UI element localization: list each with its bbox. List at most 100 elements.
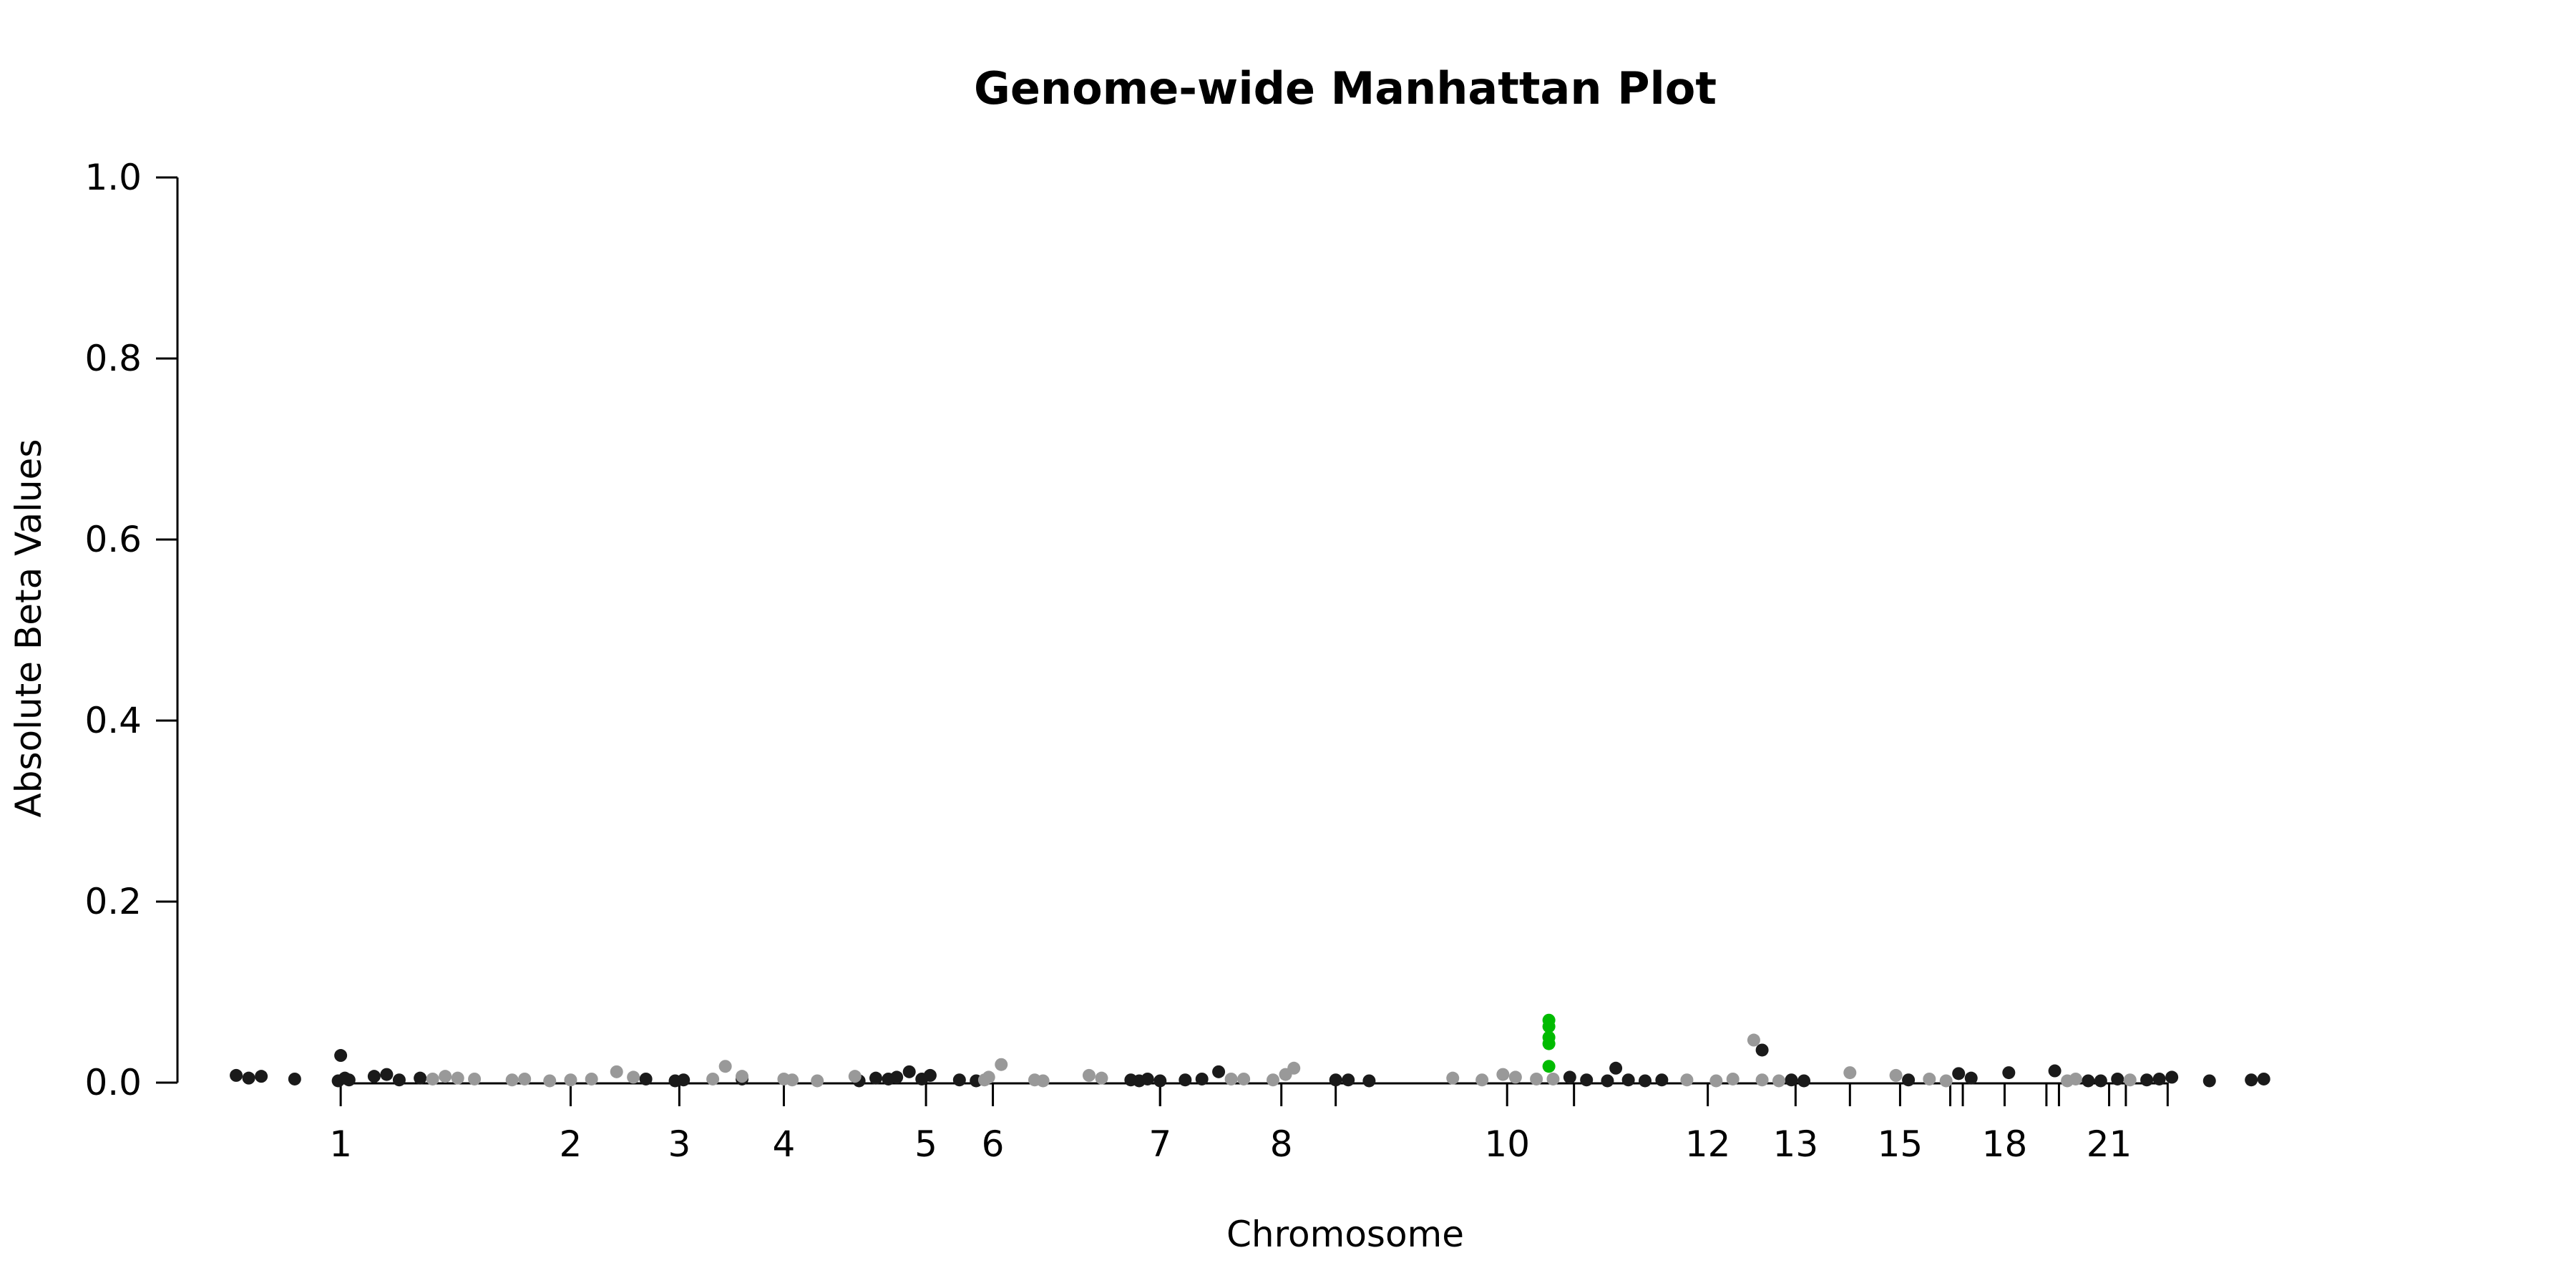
- snp-point: [1772, 1074, 1785, 1088]
- snp-point: [2069, 1072, 2082, 1085]
- y-tick-label: 1.0: [84, 157, 142, 198]
- snp-point: [518, 1072, 532, 1085]
- x-tick-label: 1: [329, 1123, 352, 1165]
- snp-point: [1036, 1074, 1050, 1088]
- snp-point: [468, 1072, 482, 1085]
- y-axis: 0.0 0.2 0.4 0.6 0.8 1.0: [84, 157, 179, 1103]
- snp-point: [1747, 1033, 1760, 1047]
- snp-point: [1843, 1066, 1857, 1080]
- x-tick-label: 3: [668, 1123, 691, 1165]
- snp-point: [242, 1071, 255, 1085]
- snp-point: [2140, 1073, 2154, 1087]
- snp-point: [255, 1070, 268, 1083]
- x-tick-label: 2: [560, 1123, 582, 1165]
- snp-point: [543, 1074, 557, 1088]
- x-tick-label: 18: [1982, 1123, 2028, 1165]
- snp-point: [1939, 1074, 1953, 1088]
- highlighted-snp-point: [1542, 1020, 1556, 1033]
- y-tick-label: 0.2: [84, 881, 142, 922]
- snp-point: [1224, 1072, 1238, 1085]
- snp-point: [952, 1073, 966, 1087]
- snp-point: [1446, 1071, 1460, 1085]
- snp-point: [1709, 1074, 1723, 1088]
- x-tick-label: 7: [1148, 1123, 1171, 1165]
- snp-point: [1212, 1065, 1226, 1078]
- snp-point: [786, 1073, 799, 1087]
- x-tick-label: 6: [982, 1123, 1005, 1165]
- snp-point: [1475, 1073, 1489, 1087]
- y-tick-label: 0.0: [84, 1062, 142, 1103]
- snp-point: [2123, 1073, 2137, 1087]
- snp-point: [1195, 1072, 1209, 1085]
- snp-point: [2245, 1073, 2258, 1087]
- snp-point: [977, 1073, 991, 1087]
- snp-point: [1362, 1074, 1376, 1088]
- snp-point: [1530, 1072, 1543, 1085]
- snp-point: [718, 1060, 732, 1073]
- snp-point: [380, 1068, 394, 1081]
- snp-point: [2002, 1066, 2016, 1080]
- snp-point: [414, 1071, 427, 1085]
- snp-point: [1082, 1068, 1096, 1082]
- snp-point: [2152, 1072, 2166, 1085]
- x-tick-label: 4: [773, 1123, 796, 1165]
- snp-point: [1609, 1061, 1623, 1075]
- snp-point: [1141, 1072, 1154, 1085]
- snp-point: [1496, 1068, 1510, 1081]
- snp-point: [1755, 1043, 1769, 1057]
- y-tick-label: 0.8: [84, 338, 142, 379]
- snp-point: [627, 1070, 640, 1084]
- snp-point: [890, 1070, 904, 1084]
- snp-point: [1546, 1072, 1560, 1085]
- snp-point: [505, 1073, 519, 1087]
- snp-point: [1889, 1068, 1903, 1082]
- y-tick-label: 0.6: [84, 519, 142, 560]
- snp-point: [334, 1049, 348, 1063]
- snp-point: [2048, 1064, 2062, 1078]
- snp-point: [1964, 1071, 1978, 1085]
- snp-point: [1563, 1070, 1576, 1084]
- snp-point: [1655, 1073, 1669, 1087]
- snp-point: [902, 1065, 916, 1078]
- data-points: [230, 1013, 2270, 1088]
- snp-point: [2111, 1072, 2124, 1085]
- snp-point: [367, 1070, 381, 1083]
- snp-point: [1601, 1074, 1614, 1088]
- snp-point: [392, 1073, 406, 1087]
- snp-point: [2165, 1070, 2179, 1084]
- snp-point: [848, 1070, 862, 1083]
- x-tick-label: 8: [1270, 1123, 1293, 1165]
- snp-point: [1726, 1072, 1740, 1085]
- snp-point: [1639, 1074, 1652, 1088]
- snp-point: [610, 1065, 623, 1078]
- snp-point: [1621, 1073, 1635, 1087]
- snp-point: [811, 1074, 824, 1088]
- highlighted-snp-point: [1542, 1060, 1556, 1073]
- x-tick-label: 13: [1773, 1123, 1819, 1165]
- snp-point: [736, 1070, 749, 1083]
- snp-point: [1095, 1071, 1108, 1085]
- chart-title: Genome-wide Manhattan Plot: [974, 62, 1717, 114]
- snp-point: [1755, 1073, 1769, 1087]
- snp-point: [706, 1072, 720, 1085]
- snp-point: [451, 1071, 464, 1085]
- snp-point: [1580, 1073, 1594, 1087]
- snp-point: [1680, 1073, 1694, 1087]
- x-tick-label: 21: [2087, 1123, 2132, 1165]
- snp-point: [2202, 1074, 2216, 1088]
- snp-point: [1902, 1073, 1916, 1087]
- snp-point: [995, 1058, 1008, 1071]
- snp-point: [230, 1068, 243, 1082]
- snp-point: [1267, 1073, 1280, 1087]
- snp-point: [1785, 1073, 1798, 1087]
- snp-point: [1797, 1074, 1811, 1088]
- snp-point: [1179, 1073, 1192, 1087]
- snp-point: [869, 1071, 882, 1085]
- snp-point: [338, 1071, 351, 1085]
- snp-point: [1329, 1073, 1342, 1087]
- snp-point: [1287, 1061, 1301, 1075]
- x-axis-label: Chromosome: [1226, 1214, 1464, 1255]
- snp-point: [564, 1073, 577, 1087]
- snp-point: [585, 1072, 598, 1085]
